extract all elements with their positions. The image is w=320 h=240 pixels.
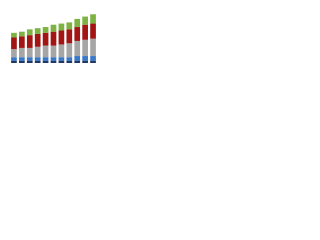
bar-segment — [90, 60, 96, 63]
bar-segment — [19, 57, 25, 61]
bar-segment — [26, 35, 33, 48]
bar-segment — [34, 34, 41, 47]
bar-segment — [34, 57, 41, 61]
bar-segment — [26, 47, 33, 58]
bar-segment — [90, 56, 96, 61]
bar-segment — [50, 31, 57, 46]
bar-segment — [90, 14, 96, 24]
bar-segment — [66, 43, 73, 58]
bar-segment — [26, 60, 33, 63]
bar-segment — [82, 16, 88, 25]
bar-segment — [11, 37, 17, 50]
bar-segment — [42, 27, 49, 33]
bar-segment — [90, 38, 96, 57]
bar-segment — [66, 29, 73, 44]
bar-segment — [42, 45, 49, 58]
bar-segment — [82, 39, 88, 57]
bar-segment — [34, 60, 41, 63]
bar-segment — [82, 60, 88, 63]
page: {"chart_data": {"type": "stacked-bar", "… — [0, 0, 100, 71]
bar-segment — [19, 47, 25, 58]
bar-segment — [74, 56, 81, 61]
bar-segment — [74, 27, 81, 41]
bar-segment — [50, 45, 57, 58]
bar-segment — [82, 56, 88, 61]
bar-segment — [58, 23, 65, 31]
bar-segment — [66, 60, 73, 63]
bar-segment — [74, 60, 81, 63]
bar-segment — [74, 40, 81, 57]
bar-segment — [11, 60, 17, 63]
bar-segment — [50, 57, 57, 61]
bar-segment — [58, 30, 65, 45]
bar-segment — [50, 60, 57, 63]
bar-segment — [58, 44, 65, 58]
bar-segment — [34, 28, 41, 34]
bar-segment — [11, 49, 17, 58]
bar-segment — [19, 36, 25, 48]
chart — [11, 14, 96, 63]
bar-segment — [66, 22, 73, 30]
bar-segment — [42, 60, 49, 63]
bar-segment — [19, 31, 25, 37]
bar-segment — [74, 18, 81, 28]
bar-segment — [58, 60, 65, 63]
bar-segment — [26, 29, 33, 36]
bar-segment — [42, 32, 49, 46]
bar-segment — [50, 24, 57, 32]
bar-segment — [66, 57, 73, 61]
bar-segment — [82, 24, 88, 40]
bar-segment — [11, 32, 17, 38]
bar-segment — [11, 57, 17, 61]
bar-segment — [26, 57, 33, 61]
bar-segment — [19, 60, 25, 63]
bar-segment — [90, 23, 96, 39]
bar-segment — [58, 57, 65, 61]
bar-segment — [42, 57, 49, 61]
bar-segment — [34, 46, 41, 58]
